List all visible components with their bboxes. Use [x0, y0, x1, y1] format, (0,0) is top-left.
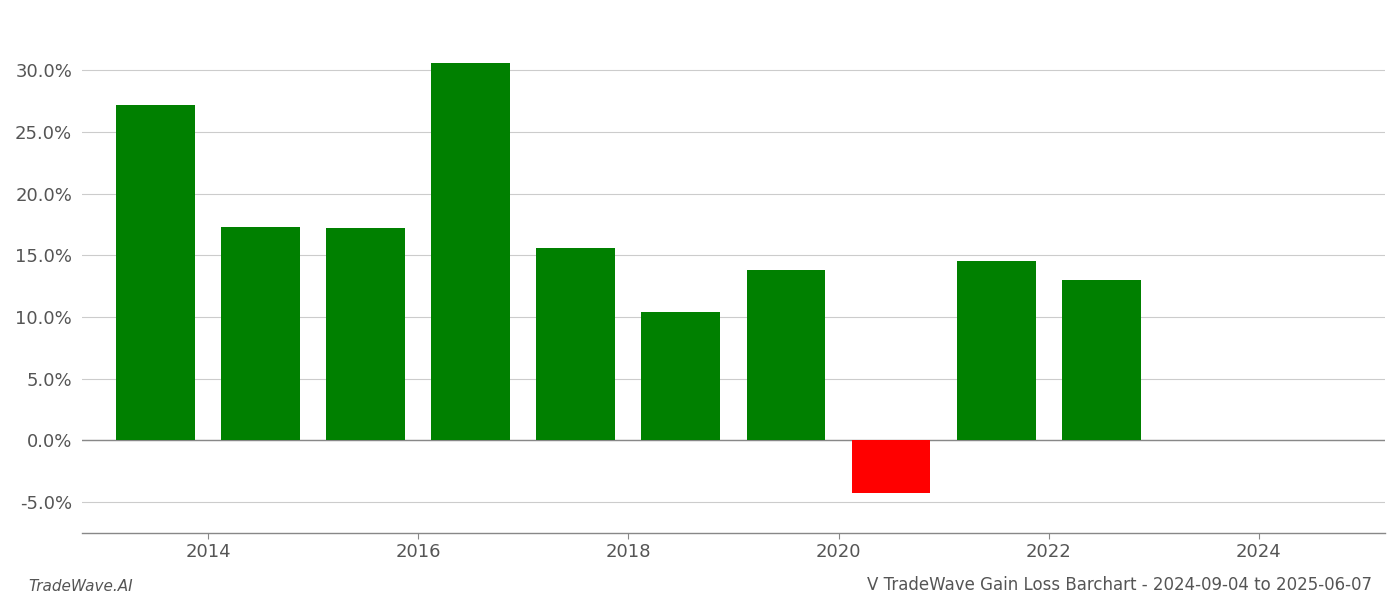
Bar: [956, 262, 1036, 440]
Bar: [431, 63, 510, 440]
Bar: [326, 228, 405, 440]
Text: V TradeWave Gain Loss Barchart - 2024-09-04 to 2025-06-07: V TradeWave Gain Loss Barchart - 2024-09…: [867, 576, 1372, 594]
Text: TradeWave.AI: TradeWave.AI: [28, 579, 133, 594]
Bar: [536, 248, 615, 440]
Bar: [1061, 280, 1141, 440]
Bar: [851, 440, 931, 493]
Bar: [641, 312, 720, 440]
Bar: [221, 227, 300, 440]
Bar: [746, 270, 826, 440]
Bar: [116, 105, 195, 440]
